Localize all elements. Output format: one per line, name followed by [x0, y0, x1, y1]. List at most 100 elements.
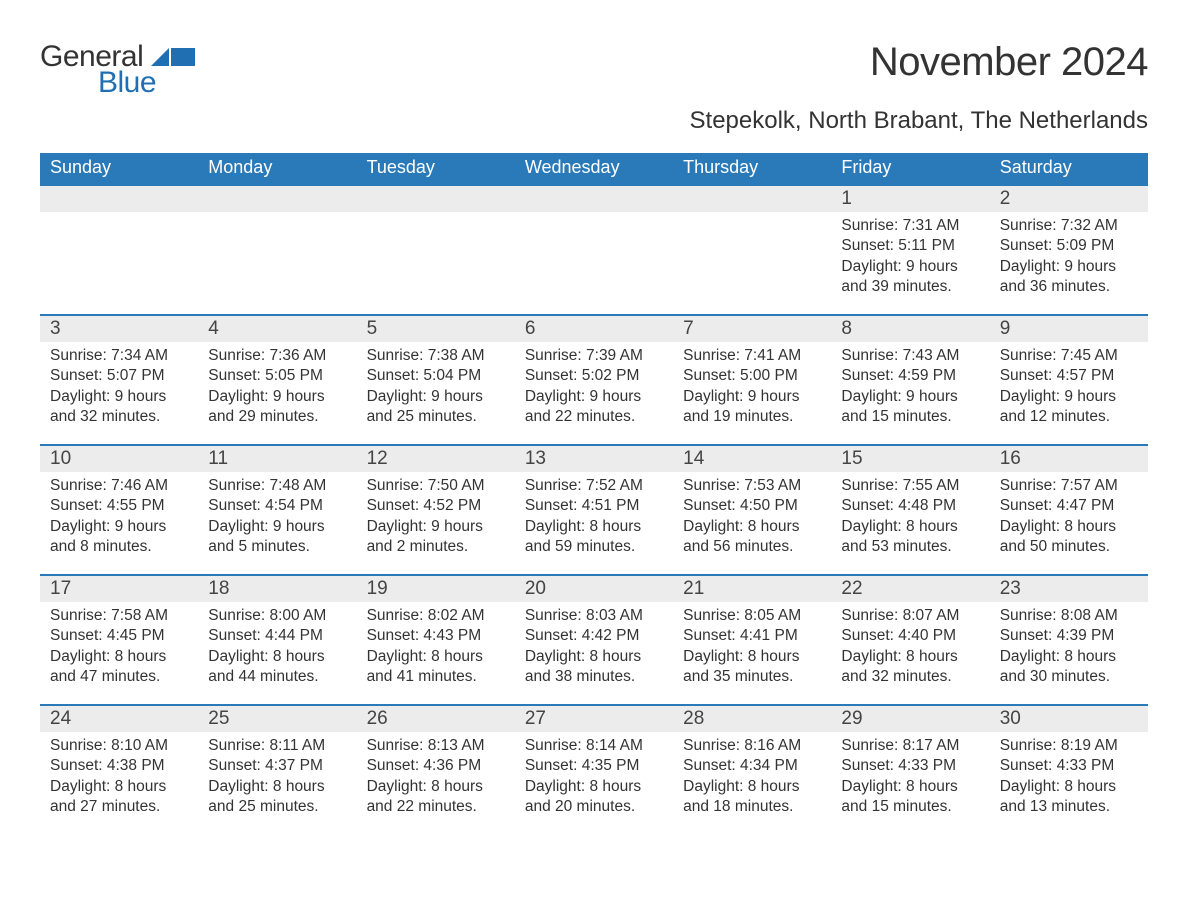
sunrise-line: Sunrise: 8:10 AM: [50, 736, 188, 756]
daylight-line: Daylight: 8 hours and 30 minutes.: [1000, 647, 1138, 688]
day-number: 7: [673, 316, 831, 342]
sunrise-line: Sunrise: 7:34 AM: [50, 346, 188, 366]
sunrise-line: Sunrise: 7:36 AM: [208, 346, 346, 366]
sunset-line: Sunset: 4:45 PM: [50, 626, 188, 646]
sunrise-line: Sunrise: 8:03 AM: [525, 606, 663, 626]
sunrise-line: Sunrise: 7:57 AM: [1000, 476, 1138, 496]
daylight-line: Daylight: 8 hours and 44 minutes.: [208, 647, 346, 688]
calendar-week: 24Sunrise: 8:10 AMSunset: 4:38 PMDayligh…: [40, 704, 1148, 834]
sunset-line: Sunset: 5:00 PM: [683, 366, 821, 386]
sunset-line: Sunset: 4:51 PM: [525, 496, 663, 516]
daylight-line: Daylight: 8 hours and 56 minutes.: [683, 517, 821, 558]
day-cell: 21Sunrise: 8:05 AMSunset: 4:41 PMDayligh…: [673, 576, 831, 704]
day-number: [673, 186, 831, 212]
daylight-line: Daylight: 9 hours and 5 minutes.: [208, 517, 346, 558]
day-details: Sunrise: 7:58 AMSunset: 4:45 PMDaylight:…: [40, 602, 198, 688]
day-number: 15: [831, 446, 989, 472]
sunrise-line: Sunrise: 7:53 AM: [683, 476, 821, 496]
daylight-line: Daylight: 8 hours and 38 minutes.: [525, 647, 663, 688]
sunset-line: Sunset: 4:40 PM: [841, 626, 979, 646]
location-subtitle: Stepekolk, North Brabant, The Netherland…: [690, 107, 1148, 135]
day-details: Sunrise: 7:52 AMSunset: 4:51 PMDaylight:…: [515, 472, 673, 558]
sunset-line: Sunset: 4:39 PM: [1000, 626, 1138, 646]
sunset-line: Sunset: 4:57 PM: [1000, 366, 1138, 386]
daylight-line: Daylight: 9 hours and 22 minutes.: [525, 387, 663, 428]
day-details: Sunrise: 8:11 AMSunset: 4:37 PMDaylight:…: [198, 732, 356, 818]
sunset-line: Sunset: 4:33 PM: [1000, 756, 1138, 776]
day-cell: 6Sunrise: 7:39 AMSunset: 5:02 PMDaylight…: [515, 316, 673, 444]
day-cell: 28Sunrise: 8:16 AMSunset: 4:34 PMDayligh…: [673, 706, 831, 834]
sunset-line: Sunset: 4:42 PM: [525, 626, 663, 646]
day-number: [40, 186, 198, 212]
day-details: Sunrise: 8:13 AMSunset: 4:36 PMDaylight:…: [357, 732, 515, 818]
day-details: Sunrise: 8:19 AMSunset: 4:33 PMDaylight:…: [990, 732, 1148, 818]
weekday-header: Tuesday: [357, 153, 515, 184]
day-cell: 25Sunrise: 8:11 AMSunset: 4:37 PMDayligh…: [198, 706, 356, 834]
sunrise-line: Sunrise: 7:46 AM: [50, 476, 188, 496]
weekday-header: Friday: [831, 153, 989, 184]
daylight-line: Daylight: 8 hours and 53 minutes.: [841, 517, 979, 558]
sunrise-line: Sunrise: 7:48 AM: [208, 476, 346, 496]
sunset-line: Sunset: 4:54 PM: [208, 496, 346, 516]
sunrise-line: Sunrise: 7:38 AM: [367, 346, 505, 366]
day-number: 16: [990, 446, 1148, 472]
day-details: Sunrise: 7:34 AMSunset: 5:07 PMDaylight:…: [40, 342, 198, 428]
day-cell: 3Sunrise: 7:34 AMSunset: 5:07 PMDaylight…: [40, 316, 198, 444]
daylight-line: Daylight: 8 hours and 27 minutes.: [50, 777, 188, 818]
day-details: Sunrise: 8:05 AMSunset: 4:41 PMDaylight:…: [673, 602, 831, 688]
sunset-line: Sunset: 5:11 PM: [841, 236, 979, 256]
daylight-line: Daylight: 8 hours and 47 minutes.: [50, 647, 188, 688]
month-title: November 2024: [690, 40, 1148, 85]
weekday-header: Wednesday: [515, 153, 673, 184]
daylight-line: Daylight: 8 hours and 32 minutes.: [841, 647, 979, 688]
daylight-line: Daylight: 9 hours and 29 minutes.: [208, 387, 346, 428]
sunrise-line: Sunrise: 8:08 AM: [1000, 606, 1138, 626]
day-cell: 26Sunrise: 8:13 AMSunset: 4:36 PMDayligh…: [357, 706, 515, 834]
calendar-week: 10Sunrise: 7:46 AMSunset: 4:55 PMDayligh…: [40, 444, 1148, 574]
day-number: 4: [198, 316, 356, 342]
calendar-week: 17Sunrise: 7:58 AMSunset: 4:45 PMDayligh…: [40, 574, 1148, 704]
day-number: [198, 186, 356, 212]
day-cell: 10Sunrise: 7:46 AMSunset: 4:55 PMDayligh…: [40, 446, 198, 574]
sunset-line: Sunset: 5:05 PM: [208, 366, 346, 386]
day-cell: 18Sunrise: 8:00 AMSunset: 4:44 PMDayligh…: [198, 576, 356, 704]
daylight-line: Daylight: 8 hours and 13 minutes.: [1000, 777, 1138, 818]
day-cell: 12Sunrise: 7:50 AMSunset: 4:52 PMDayligh…: [357, 446, 515, 574]
sunset-line: Sunset: 5:09 PM: [1000, 236, 1138, 256]
calendar-week: 1Sunrise: 7:31 AMSunset: 5:11 PMDaylight…: [40, 184, 1148, 314]
day-details: Sunrise: 7:38 AMSunset: 5:04 PMDaylight:…: [357, 342, 515, 428]
sunset-line: Sunset: 5:04 PM: [367, 366, 505, 386]
day-number: 28: [673, 706, 831, 732]
daylight-line: Daylight: 8 hours and 15 minutes.: [841, 777, 979, 818]
daylight-line: Daylight: 9 hours and 32 minutes.: [50, 387, 188, 428]
daylight-line: Daylight: 8 hours and 41 minutes.: [367, 647, 505, 688]
day-cell: 23Sunrise: 8:08 AMSunset: 4:39 PMDayligh…: [990, 576, 1148, 704]
weekday-header: Saturday: [990, 153, 1148, 184]
day-number: 21: [673, 576, 831, 602]
day-cell: 22Sunrise: 8:07 AMSunset: 4:40 PMDayligh…: [831, 576, 989, 704]
day-cell: 29Sunrise: 8:17 AMSunset: 4:33 PMDayligh…: [831, 706, 989, 834]
day-number: 5: [357, 316, 515, 342]
sunrise-line: Sunrise: 8:16 AM: [683, 736, 821, 756]
sunset-line: Sunset: 4:50 PM: [683, 496, 821, 516]
daylight-line: Daylight: 9 hours and 15 minutes.: [841, 387, 979, 428]
day-number: 8: [831, 316, 989, 342]
day-details: Sunrise: 7:48 AMSunset: 4:54 PMDaylight:…: [198, 472, 356, 558]
day-cell: 2Sunrise: 7:32 AMSunset: 5:09 PMDaylight…: [990, 186, 1148, 314]
day-details: Sunrise: 8:00 AMSunset: 4:44 PMDaylight:…: [198, 602, 356, 688]
brand-name-2: Blue: [98, 66, 195, 100]
sunrise-line: Sunrise: 7:55 AM: [841, 476, 979, 496]
day-details: Sunrise: 7:43 AMSunset: 4:59 PMDaylight:…: [831, 342, 989, 428]
sunrise-line: Sunrise: 8:19 AM: [1000, 736, 1138, 756]
day-number: [515, 186, 673, 212]
calendar-table: SundayMondayTuesdayWednesdayThursdayFrid…: [40, 153, 1148, 834]
day-cell: 14Sunrise: 7:53 AMSunset: 4:50 PMDayligh…: [673, 446, 831, 574]
day-number: 12: [357, 446, 515, 472]
day-cell: 4 Sunrise: 7:36 AMSunset: 5:05 PMDaylight…: [198, 316, 356, 444]
sunset-line: Sunset: 5:02 PM: [525, 366, 663, 386]
day-details: Sunrise: 7:31 AMSunset: 5:11 PMDaylight:…: [831, 212, 989, 298]
brand-logo: General Blue: [40, 40, 195, 100]
sunrise-line: Sunrise: 7:50 AM: [367, 476, 505, 496]
day-number: 17: [40, 576, 198, 602]
sunset-line: Sunset: 4:37 PM: [208, 756, 346, 776]
